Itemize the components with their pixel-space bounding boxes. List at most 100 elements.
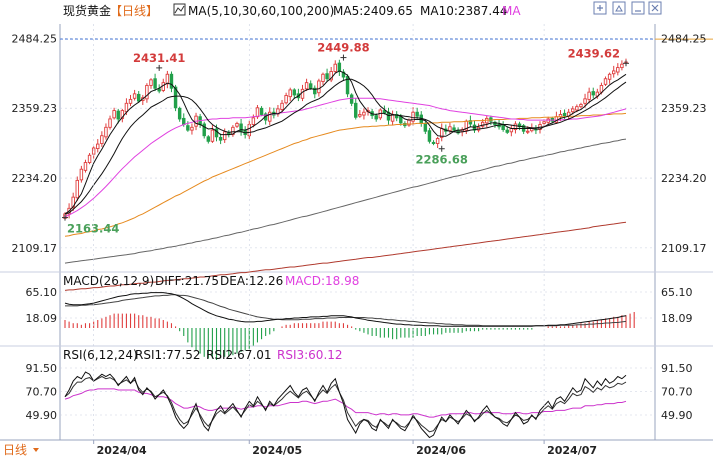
candle-body (96, 143, 100, 150)
candle-body (374, 115, 378, 120)
candle-body (222, 131, 227, 141)
candle-body (182, 117, 186, 125)
rsi-panel: 91.50 91.50 70.70 70.70 49.90 49.90 (26, 362, 693, 439)
candle-body (620, 63, 624, 69)
candle-body (83, 162, 88, 171)
candle-body (128, 98, 133, 104)
candle-body (423, 123, 428, 132)
grid-lines (60, 38, 713, 249)
ma-more-label: MA (502, 4, 521, 18)
expand-icon[interactable] (593, 1, 607, 15)
candle-body (288, 89, 292, 98)
price-tick-right: 2234.20 (661, 172, 707, 185)
candle-body (427, 130, 432, 142)
candle-body (575, 106, 579, 111)
price-tick-right: 2484.25 (661, 32, 707, 45)
candle-body (124, 102, 129, 113)
settings-icon[interactable] (612, 1, 626, 15)
ma5-line (64, 70, 627, 215)
candle-body (579, 103, 583, 108)
candle-body (329, 71, 333, 81)
candle-body (108, 118, 112, 128)
price-tick-right: 2359.23 (661, 102, 707, 115)
period-button[interactable]: 日线 (3, 443, 39, 457)
rsi2-line (64, 375, 627, 433)
rsi-tick-left: 70.70 (26, 386, 58, 399)
candle-body (337, 62, 342, 72)
rsi-label: RSI(6,12,24) (63, 348, 138, 362)
candle-body (411, 111, 415, 122)
candle-body (202, 123, 206, 137)
minimize-icon[interactable] (631, 1, 645, 15)
candle-body (448, 126, 452, 132)
macd-dea-line (65, 294, 627, 327)
candle-body (349, 94, 354, 104)
candle-body (431, 141, 436, 144)
candle-body (255, 107, 260, 118)
candle-body (611, 70, 616, 75)
macd-tick-right: 65.10 (661, 286, 693, 299)
macd-dea-label: DEA:12.26 (220, 274, 283, 288)
price-tick-left: 2359.23 (12, 102, 58, 115)
rsi3-label: RSI3:60.12 (277, 348, 343, 362)
candle-body (587, 91, 591, 100)
macd-tick-left: 18.09 (26, 312, 58, 325)
candle-body (616, 67, 620, 73)
period-button-label[interactable]: 日线 (3, 443, 27, 457)
candle-body (292, 89, 297, 96)
candle-body (345, 76, 350, 95)
candle-body (100, 135, 104, 144)
candle-body (313, 87, 317, 95)
price-annotations: 2431.41 2449.88 2439.62 2286.68 2163.44 (62, 41, 629, 236)
annotation-label: 2439.62 (568, 46, 620, 60)
candle-body (571, 108, 575, 113)
ma-label: MA(5,10,30,60,100,200) (188, 4, 334, 18)
candle-body (186, 125, 190, 131)
candle-body (542, 121, 546, 124)
candle-body (468, 120, 473, 125)
time-tick-label: 2024/06 (416, 444, 466, 457)
candle-body (325, 73, 329, 80)
candle-body (116, 110, 120, 120)
chevron-down-icon (33, 448, 39, 452)
ma100-line (64, 138, 627, 264)
candle-body (546, 118, 550, 123)
close-icon[interactable] (648, 1, 662, 15)
candle-body (603, 78, 608, 85)
ma30-line (64, 97, 627, 218)
candle-body (341, 71, 346, 78)
macd-diff-label: DIFF:21.75 (155, 274, 219, 288)
candle-body (79, 168, 84, 181)
macd-panel: 65.10 65.10 18.09 18.09 (26, 286, 693, 361)
macd-macd-label: MACD:18.98 (285, 274, 359, 288)
candle-body (206, 136, 211, 142)
candle-body (145, 84, 149, 100)
candle-body (358, 114, 362, 117)
candle-body (157, 88, 161, 92)
candle-body (120, 110, 125, 119)
time-tick-label: 2024/04 (97, 444, 147, 457)
rsi1-label: RSI1:77.52 (135, 348, 201, 362)
candle-body (190, 126, 194, 131)
candle-body (526, 130, 530, 133)
rsi2-label: RSI2:67.01 (206, 348, 272, 362)
candles (63, 58, 628, 221)
candle-body (394, 114, 399, 119)
candle-body (354, 102, 358, 118)
candle-body (210, 129, 215, 142)
candle-body (300, 88, 305, 99)
candle-body (435, 138, 440, 144)
chart-title: 现货黄金 (63, 3, 111, 18)
candle-body (362, 111, 366, 116)
candle-body (87, 154, 92, 163)
candle-body (112, 110, 116, 119)
candle-body (505, 129, 509, 133)
candle-body (304, 82, 309, 90)
time-tick-label: 2024/05 (252, 444, 302, 457)
candle-body (280, 102, 284, 110)
candle-body (513, 123, 518, 131)
candle-body (382, 110, 387, 114)
macd-label: MACD(26,12,9) (63, 274, 154, 288)
ma10-label: MA10:2387.44 (420, 4, 508, 18)
candle-body (104, 126, 108, 138)
